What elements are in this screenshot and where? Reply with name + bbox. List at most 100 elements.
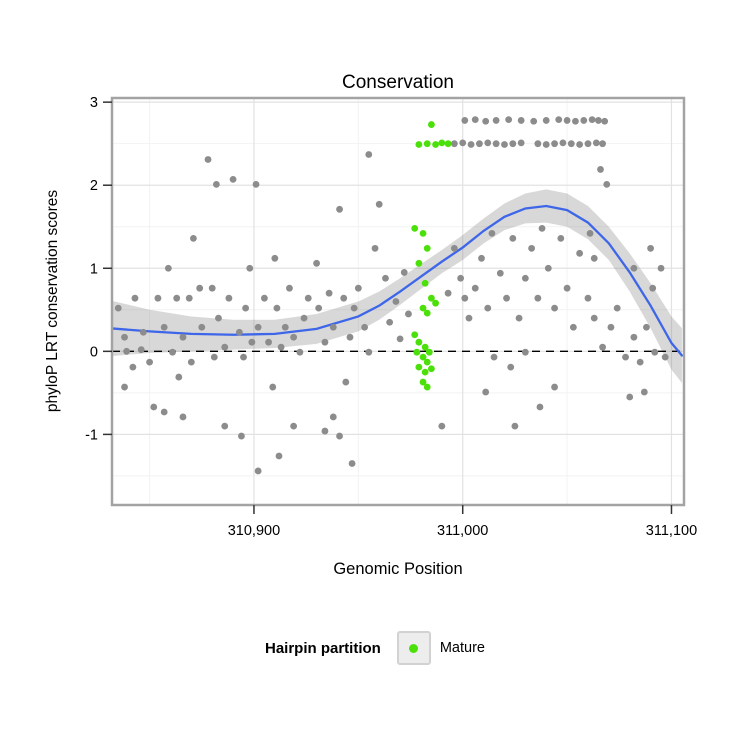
- scatter-point-other: [137, 346, 145, 354]
- scatter-point-other: [636, 358, 644, 366]
- scatter-point-other: [601, 117, 609, 125]
- scatter-point-other: [567, 140, 575, 148]
- scatter-point-other: [557, 234, 565, 242]
- scatter-point-other: [643, 323, 650, 331]
- scatter-point-other: [488, 229, 496, 237]
- scatter-point-other: [559, 139, 567, 147]
- scatter-point-other: [630, 333, 638, 341]
- scatter-point-mature: [415, 363, 423, 371]
- scatter-point-other: [185, 294, 193, 302]
- scatter-point-other: [208, 284, 216, 292]
- scatter-point-other: [657, 264, 665, 272]
- scatter-point-other: [365, 348, 373, 356]
- scatter-point-other: [511, 422, 519, 430]
- scatter-point-other: [329, 413, 337, 421]
- legend-title: Hairpin partition: [265, 639, 381, 657]
- scatter-point-other: [300, 314, 308, 322]
- scatter-point-other: [173, 294, 181, 302]
- smooth-trend-line: [112, 204, 684, 357]
- scatter-point-mature: [411, 331, 419, 339]
- y-tick-label: 2: [90, 178, 98, 194]
- y-axis-title: phyloP LRT conservation scores: [44, 190, 61, 413]
- scatter-point-other: [238, 432, 245, 440]
- scatter-point-other: [563, 117, 571, 124]
- scatter-point-other: [626, 393, 634, 401]
- scatter-point-other: [521, 274, 529, 282]
- scatter-point-mature: [421, 368, 429, 376]
- scatter-point-mature: [423, 309, 431, 317]
- scatter-point-other: [465, 314, 473, 322]
- scatter-point-mature: [432, 141, 439, 148]
- scatter-point-other: [580, 117, 588, 124]
- scatter-point-other: [640, 388, 648, 396]
- scatter-point-other: [321, 338, 329, 346]
- scatter-point-other: [190, 234, 197, 242]
- scatter-point-other: [517, 139, 525, 147]
- scatter-point-mature: [428, 365, 435, 373]
- scatter-point-other: [551, 383, 558, 391]
- scatter-point-other: [630, 264, 638, 272]
- scatter-point-other: [277, 343, 285, 351]
- scatter-point-other: [290, 422, 298, 430]
- x-tick-label: 310,900: [228, 523, 280, 539]
- scatter-point-other: [254, 323, 262, 331]
- scatter-point-other: [169, 348, 176, 356]
- scatter-point-other: [198, 323, 206, 331]
- scatter-point-other: [361, 323, 368, 331]
- scatter-point-other: [613, 304, 621, 312]
- scatter-point-other: [590, 254, 598, 262]
- scatter-point-other: [647, 244, 654, 252]
- scatter-point-other: [336, 205, 343, 213]
- scatter-point-other: [342, 378, 350, 386]
- panel-border: [110, 96, 686, 507]
- scatter-point-other: [225, 294, 233, 302]
- scatter-point-mature: [413, 348, 421, 356]
- scatter-point-other: [484, 139, 492, 147]
- scatter-point-other: [551, 140, 558, 148]
- legend-label-mature: Mature: [439, 640, 485, 656]
- scatter-point-other: [592, 139, 600, 147]
- scatter-point-other: [482, 388, 490, 396]
- mature-point-icon: [409, 643, 419, 653]
- scatter-point-other: [496, 269, 504, 277]
- scatter-point-other: [584, 294, 592, 302]
- plot-area: 310,900 311,000 311,100 -1 0 1 2 3: [85, 95, 697, 539]
- scatter-point-other: [507, 363, 515, 371]
- scatter-point-other: [501, 141, 508, 148]
- scatter-point-other: [348, 460, 356, 467]
- scatter-point-other: [121, 333, 128, 341]
- y-tick-label: -1: [85, 427, 98, 443]
- scatter-point-other: [336, 432, 343, 440]
- scatter-point-other: [290, 333, 298, 341]
- y-tick-label: 0: [90, 344, 98, 360]
- scatter-point-other: [315, 304, 323, 312]
- scatter-point-other: [521, 348, 529, 356]
- scatter-point-other: [492, 140, 500, 148]
- chart-canvas: 310,900 311,000 311,100 -1 0 1 2 3 Conservation…: [44, 72, 697, 578]
- scatter-point-mature: [432, 299, 439, 307]
- scatter-point-other: [129, 363, 137, 371]
- scatter-point-other: [595, 117, 602, 124]
- scatter-point-other: [265, 338, 272, 346]
- x-tick-label: 311,000: [437, 523, 488, 539]
- scatter-point-other: [555, 116, 563, 123]
- scatter-point-other: [544, 264, 552, 272]
- scatter-point-other: [254, 467, 262, 475]
- scatter-point-other: [405, 310, 412, 318]
- scatter-point-mature: [415, 259, 423, 267]
- scatter-point-other: [392, 298, 400, 305]
- y-tick-label: 1: [90, 261, 98, 277]
- scatter-point-other: [651, 348, 659, 356]
- scatter-point-other: [471, 116, 479, 123]
- scatter-point-other: [175, 373, 183, 381]
- scatter-point-other: [260, 294, 268, 302]
- scatter-point-other: [281, 323, 289, 331]
- scatter-point-other: [204, 156, 212, 163]
- scatter-point-other: [457, 274, 465, 282]
- scatter-point-other: [467, 141, 475, 148]
- scatter-point-other: [586, 229, 594, 237]
- scatter-point-other: [386, 318, 394, 326]
- scatter-point-other: [471, 284, 479, 292]
- scatter-point-other: [160, 323, 168, 331]
